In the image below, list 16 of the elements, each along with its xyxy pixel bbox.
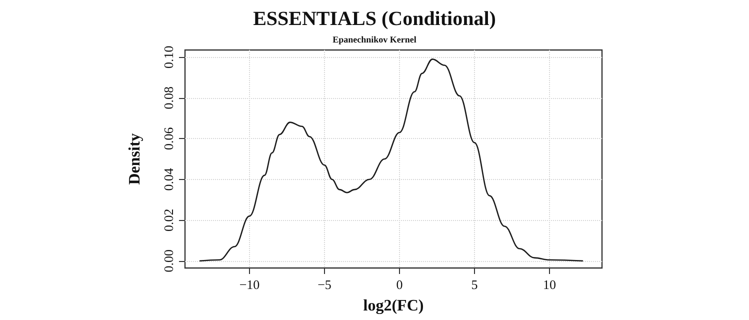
x-tick-label: 10 (543, 277, 556, 292)
y-tick-label: 0.08 (161, 86, 176, 110)
line-series (199, 58, 584, 262)
chart-title: ESSENTIALS (Conditional) (253, 8, 496, 30)
x-axis-title: log2(FC) (363, 298, 424, 314)
x-tick-label: −5 (318, 277, 332, 292)
x-tick-label: 5 (471, 277, 478, 292)
y-tick-label: 0.00 (161, 249, 176, 272)
y-tick-label: 0.02 (161, 208, 176, 232)
x-tick-label: 0 (396, 277, 403, 292)
y-tick-label: 0.10 (161, 46, 176, 69)
y-axis-title: Density (126, 133, 144, 185)
y-tick-label: 0.06 (161, 126, 176, 150)
chart-subtitle: Epanechnikov Kernel (332, 34, 417, 44)
y-tick-label: 0.04 (161, 168, 176, 191)
x-tick-label: −10 (239, 277, 260, 292)
